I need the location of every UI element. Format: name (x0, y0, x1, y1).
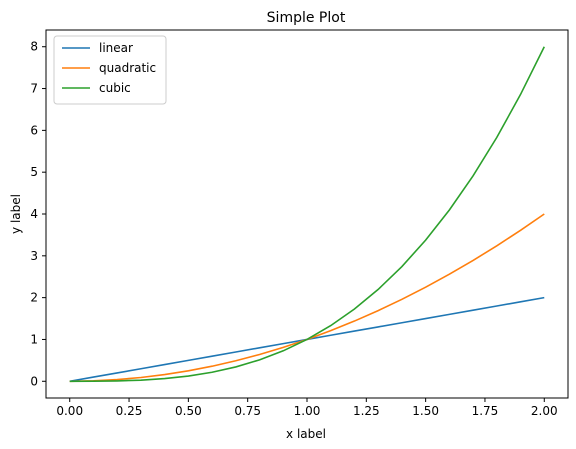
y-tick-label: 4 (30, 207, 38, 221)
legend: linear quadratic cubic (53, 35, 167, 105)
x-tick-label: 2.00 (531, 404, 558, 418)
y-axis-label: y label (9, 194, 23, 234)
y-tick-label: 6 (30, 123, 38, 137)
y-tick-label: 2 (30, 291, 38, 305)
x-tick-label: 1.00 (294, 404, 321, 418)
x-axis: 0.00 0.25 0.50 0.75 1.00 1.25 1.50 1.75 2.00 (56, 398, 558, 418)
y-axis: 0 1 2 3 4 5 6 7 8 (30, 40, 46, 388)
y-tick-label: 0 (30, 374, 38, 388)
y-tick-label: 1 (30, 332, 38, 346)
x-tick-label: 0.75 (234, 404, 261, 418)
legend-label-cubic: cubic (99, 81, 131, 95)
y-tick-label: 7 (30, 82, 38, 96)
x-axis-label: x label (286, 427, 326, 441)
x-tick-label: 1.75 (472, 404, 499, 418)
x-tick-label: 0.00 (56, 404, 83, 418)
y-tick-label: 3 (30, 249, 38, 263)
chart-title: Simple Plot (267, 10, 346, 26)
x-tick-label: 1.50 (412, 404, 439, 418)
x-tick-label: 0.25 (116, 404, 143, 418)
legend-box (53, 35, 167, 105)
series-lines (69, 46, 545, 383)
axes-frame (45, 29, 569, 399)
y-tick-label: 8 (30, 40, 38, 54)
legend-label-quadratic: quadratic (99, 61, 156, 75)
series-line-cubic (69, 46, 545, 383)
legend-label-linear: linear (99, 41, 133, 55)
x-tick-label: 1.25 (353, 404, 380, 418)
x-tick-label: 0.50 (175, 404, 202, 418)
y-tick-label: 5 (30, 165, 38, 179)
